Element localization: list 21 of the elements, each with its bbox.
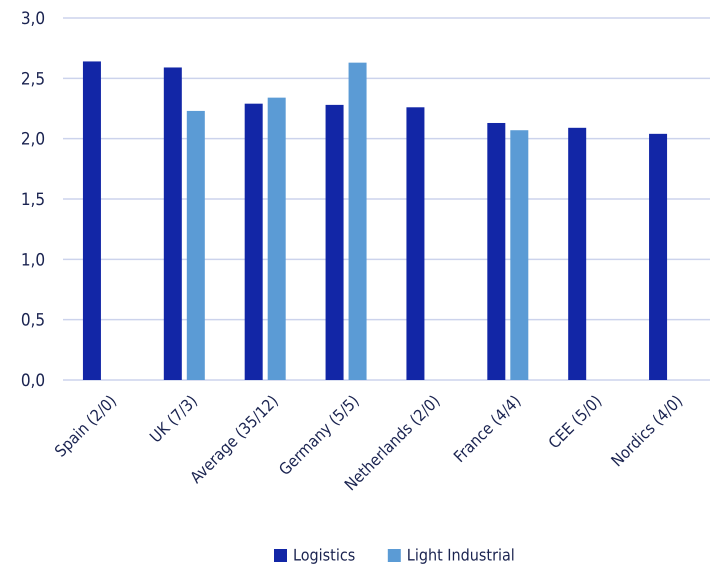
- bar: [186, 110, 205, 380]
- bar: [326, 104, 344, 380]
- bar: [406, 107, 424, 380]
- bar: [244, 104, 263, 380]
- bar: [82, 61, 101, 380]
- y-tick-label: 0,5: [20, 310, 46, 331]
- bar: [268, 98, 286, 380]
- y-tick-label: 2,0: [20, 130, 46, 150]
- legend-label: Logistics: [293, 546, 356, 565]
- y-tick-label: 0,0: [20, 370, 46, 391]
- bar: [348, 62, 367, 380]
- legend-label: Light Industrial: [406, 546, 515, 565]
- bar: [649, 134, 668, 380]
- y-tick-label: 1,0: [20, 250, 46, 270]
- y-tick-label: 1,5: [20, 190, 46, 210]
- y-tick-label: 2,5: [20, 69, 46, 90]
- bar: [510, 130, 528, 380]
- bar: [568, 128, 586, 380]
- bar: [164, 67, 182, 380]
- bar: [487, 122, 506, 380]
- y-tick-label: 3,0: [20, 8, 46, 29]
